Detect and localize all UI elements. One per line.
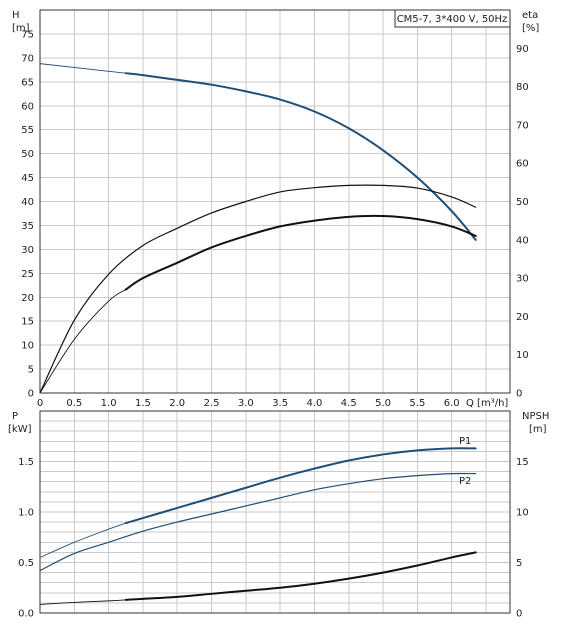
y-tick-label: 10 [21,341,34,352]
npsh-tick-label: 15 [516,457,529,468]
x-tick-label: 0 [37,398,43,409]
y-tick-label: 20 [21,293,34,304]
x-tick-label: 2.0 [169,398,185,409]
y-axis-unit-P: [kW] [8,424,32,435]
y-tick-label: 70 [21,53,34,64]
y2-axis-unit-eta: [%] [522,23,539,34]
x-tick-label: 1.0 [101,398,117,409]
x-tick-label: 5.5 [409,398,425,409]
y2-tick-label: 20 [516,312,529,323]
y-axis-title-H: H [12,10,20,21]
legend-box [394,9,511,28]
y-tick-label: 55 [21,125,34,136]
x-tick-label: 3.0 [238,398,254,409]
y2-tick-label: 40 [516,235,529,246]
top-series-line-1 [124,72,477,241]
y-tick-label: 45 [21,173,34,184]
y2-tick-label: 0 [516,389,522,400]
y2-tick-label: 90 [516,44,529,55]
y-tick-label: 50 [21,149,34,160]
p-tick-label: 0.0 [18,609,34,620]
x-tick-label: 2.5 [204,398,220,409]
y-tick-label: 40 [21,197,34,208]
x-axis-title-Q: Q [m³/h] [466,398,508,409]
y2-tick-label: 80 [516,82,529,93]
p-tick-label: 1.0 [18,508,34,519]
y2-axis-title-eta: eta [522,10,538,21]
y-axis-title-P: P [12,411,18,422]
y2-tick-label: 10 [516,350,529,361]
x-tick-label: 5.0 [375,398,391,409]
bottom-series-line-p1-extrapolated [39,522,126,558]
top-chart-frame [39,9,511,394]
x-tick-label: 1.5 [135,398,151,409]
y2-axis-unit-npsh: [m] [529,424,547,435]
y-tick-label: 25 [21,269,34,280]
bottom-series-line-p1 [124,447,477,525]
top-series-line-3 [124,214,477,291]
p-tick-label: 1.5 [18,457,34,468]
y2-axis-title-npsh: NPSH [522,411,549,422]
y-tick-label: 35 [21,221,34,232]
series-label-p1: P1 [459,436,471,447]
y-tick-label: 0 [28,389,34,400]
legend-text: CM5-7, 3*400 V, 50Hz [397,14,508,25]
y-tick-label: 30 [21,245,34,256]
top-chart-grid [39,10,510,394]
npsh-tick-label: 5 [516,558,522,569]
y-tick-label: 60 [21,101,34,112]
top-series-line-3-extrapolated [39,289,127,394]
y-tick-label: 65 [21,77,34,88]
x-tick-label: 4.5 [341,398,357,409]
y-tick-label: 75 [21,29,34,40]
y2-tick-label: 70 [516,120,529,131]
tick-labels: 0 0.5 1.0 1.5 2.0 2.5 3.0 3.5 4.0 4.5 5.0 5.5 6.0 0 5 1… [18,29,529,619]
y-tick-label: 5 [28,365,34,376]
bottom-series-line-p2 [39,472,477,572]
top-series-line-2 [39,184,477,394]
y-tick-label: 15 [21,317,34,328]
npsh-tick-label: 10 [516,508,529,519]
series-label-p2: P2 [459,476,471,487]
top-chart-series [39,63,477,394]
bottom-chart-grid [39,411,510,613]
x-tick-label: 3.5 [272,398,288,409]
x-tick-label: 4.0 [306,398,322,409]
x-tick-label: 0.5 [66,398,82,409]
top-series-line-1-extrapolated [39,63,126,74]
bottom-chart-frame [39,410,511,614]
x-tick-label: 6.0 [444,398,460,409]
p-tick-label: 0.5 [18,558,34,569]
y-axis-unit-H: [m] [12,23,30,34]
y2-tick-label: 30 [516,274,529,285]
y2-tick-label: 60 [516,159,529,170]
npsh-tick-label: 0 [516,609,522,620]
y2-tick-label: 50 [516,197,529,208]
bottom-series-line-3-extrapolated [39,599,126,605]
bottom-series-line-3 [124,551,477,601]
bottom-chart-series [39,447,477,605]
